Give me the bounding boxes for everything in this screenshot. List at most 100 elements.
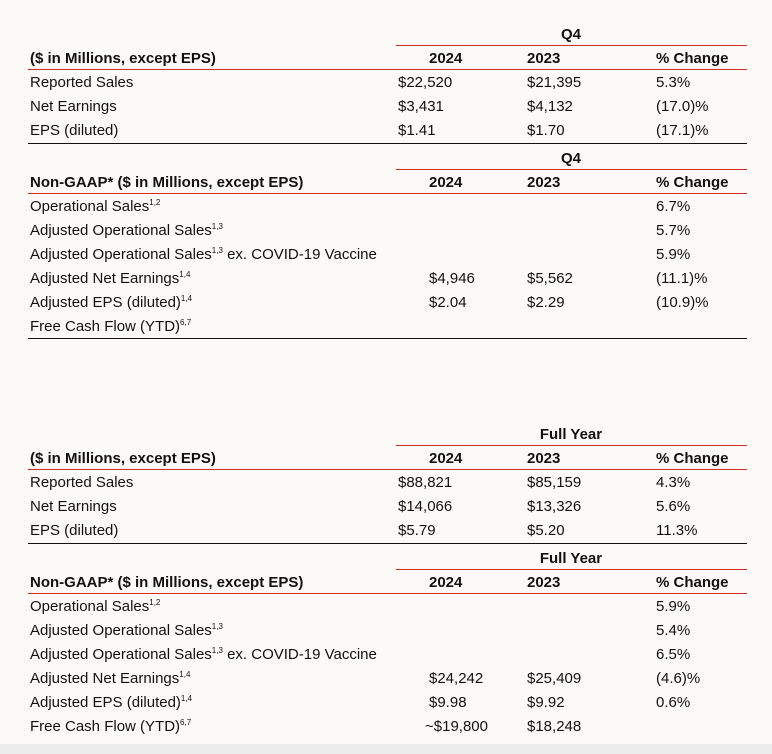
divider — [28, 469, 747, 470]
value-pct-change: 5.4% — [656, 622, 691, 639]
divider — [28, 143, 747, 144]
table-row: EPS (diluted) $5.79 $5.20 11.3% — [28, 519, 747, 543]
col-pct-change: % Change — [656, 174, 729, 191]
col-pct-change: % Change — [656, 50, 729, 67]
value-2024: $1.41 — [398, 122, 436, 139]
footnote-ref: 1,4 — [179, 670, 191, 679]
table-row: Adjusted Net Earnings1,4 $24,242 $25,409… — [28, 667, 747, 691]
divider — [396, 569, 747, 570]
footnote-ref: 1,4 — [179, 270, 191, 279]
row-label: Adjusted Operational Sales1,3 — [30, 622, 223, 639]
row-label-suffix: ex. COVID-19 Vaccine — [222, 646, 377, 663]
table-row: Adjusted Operational Sales1,3 ex. COVID-… — [28, 243, 747, 267]
value-pct-change: (17.0)% — [656, 98, 709, 115]
table-row: EPS (diluted) $1.41 $1.70 (17.1)% — [28, 119, 747, 143]
divider — [28, 193, 747, 194]
divider — [396, 169, 747, 170]
footnote-ref: 1,2 — [149, 598, 161, 607]
row-label-text: Adjusted Operational Sales — [30, 622, 212, 639]
value-2024: $24,242 — [429, 670, 484, 687]
divider — [28, 69, 747, 70]
value-pct-change: (4.6)% — [656, 670, 701, 687]
fy-period-header-non-gaap: Full Year — [396, 544, 747, 570]
value-2024: $9.98 — [429, 694, 467, 711]
fy-reported-header-row: ($ in Millions, except EPS) 2024 2023 % … — [28, 446, 747, 470]
row-label: Adjusted Net Earnings1,4 — [30, 270, 190, 287]
row-label: Adjusted EPS (diluted)1,4 — [30, 694, 192, 711]
footnote-ref: 6,7 — [180, 718, 192, 727]
row-label-text: Free Cash Flow (YTD) — [30, 318, 181, 335]
footnote-ref: 1,4 — [180, 694, 193, 703]
value-2023: $4,132 — [527, 98, 573, 115]
value-2024: $14,066 — [398, 498, 453, 515]
row-label: Reported Sales — [30, 474, 133, 491]
divider — [28, 338, 747, 339]
row-label: Adjusted Operational Sales1,3 — [30, 222, 223, 239]
col-2024: 2024 — [429, 50, 463, 67]
table-row: Free Cash Flow (YTD)6,7 — [28, 315, 747, 339]
row-label: Reported Sales — [30, 74, 133, 91]
divider — [396, 445, 747, 446]
q4-reported-header-row: ($ in Millions, except EPS) 2024 2023 % … — [28, 46, 747, 70]
row-label-text: Adjusted Operational Sales — [30, 222, 212, 239]
value-pct-change: 4.3% — [656, 474, 691, 491]
footnote-ref: 1,3 — [211, 646, 223, 655]
row-label-text: Net Earnings — [30, 498, 117, 515]
value-pct-change: 6.7% — [656, 198, 691, 215]
row-label-text: Adjusted EPS (diluted) — [30, 694, 181, 711]
row-label-suffix: ex. COVID-19 Vaccine — [222, 246, 377, 263]
value-2024: $4,946 — [429, 270, 475, 287]
q4-period-header-non-gaap: Q4 — [396, 144, 747, 170]
footnote-ref: 1,2 — [149, 198, 161, 207]
footnote-ref: 1,3 — [211, 622, 223, 631]
table-row: Adjusted EPS (diluted)1,4 $9.98 $9.92 0.… — [28, 691, 747, 715]
table-row: Reported Sales $22,520 $21,395 5.3% — [28, 71, 747, 95]
table-row: Reported Sales $88,821 $85,159 4.3% — [28, 471, 747, 495]
col-2023: 2023 — [527, 450, 561, 467]
divider — [396, 45, 747, 46]
table-row: Free Cash Flow (YTD)6,7 ~$19,800 $18,248 — [28, 715, 747, 739]
row-label: EPS (diluted) — [30, 122, 118, 139]
fy-non-gaap-title: Non-GAAP* ($ in Millions, except EPS) — [30, 574, 304, 591]
table-row: Adjusted Operational Sales1,3 5.7% — [28, 219, 747, 243]
col-2024: 2024 — [429, 574, 463, 591]
divider — [28, 593, 747, 594]
row-label-text: Net Earnings — [30, 98, 117, 115]
row-label: Operational Sales1,2 — [30, 598, 160, 615]
row-label: Net Earnings — [30, 98, 117, 115]
row-label-text: Adjusted Net Earnings — [30, 670, 180, 687]
value-pct-change: 5.6% — [656, 498, 691, 515]
row-label: EPS (diluted) — [30, 522, 118, 539]
table-row: Net Earnings $14,066 $13,326 5.6% — [28, 495, 747, 519]
table-row: Operational Sales1,2 6.7% — [28, 195, 747, 219]
q4-period-header: Q4 — [396, 20, 747, 46]
value-pct-change: 0.6% — [656, 694, 691, 711]
col-pct-change: % Change — [656, 574, 729, 591]
value-2024: $88,821 — [398, 474, 453, 491]
table-row: Operational Sales1,2 5.9% — [28, 595, 747, 619]
value-2023: $21,395 — [527, 74, 582, 91]
row-label-text: Adjusted EPS (diluted) — [30, 294, 181, 311]
row-label: Operational Sales1,2 — [30, 198, 160, 215]
q4-period-label: Q4 — [560, 26, 581, 43]
row-label-text: Adjusted Operational Sales — [30, 246, 212, 263]
footnote-ref: 1,4 — [180, 294, 193, 303]
q4-non-gaap-title: Non-GAAP* ($ in Millions, except EPS) — [30, 174, 304, 191]
fy-period-label: Full Year — [539, 426, 603, 443]
row-label: Adjusted Operational Sales1,3 ex. COVID-… — [30, 646, 377, 663]
value-2024: $3,431 — [398, 98, 444, 115]
footnote-ref: 1,3 — [211, 246, 223, 255]
value-pct-change: 6.5% — [656, 646, 691, 663]
value-pct-change: 5.3% — [656, 74, 691, 91]
value-pct-change: (10.9)% — [656, 294, 709, 311]
bottom-bar — [0, 744, 772, 754]
value-2024: $5.79 — [398, 522, 436, 539]
col-2024: 2024 — [429, 450, 463, 467]
q4-reported-title: ($ in Millions, except EPS) — [30, 50, 216, 67]
value-2023: $1.70 — [527, 122, 565, 139]
fy-period-header: Full Year — [396, 420, 747, 446]
value-2023: $9.92 — [527, 694, 565, 711]
value-pct-change: 5.9% — [656, 598, 691, 615]
row-label: Adjusted EPS (diluted)1,4 — [30, 294, 192, 311]
value-2024: $22,520 — [398, 74, 453, 91]
